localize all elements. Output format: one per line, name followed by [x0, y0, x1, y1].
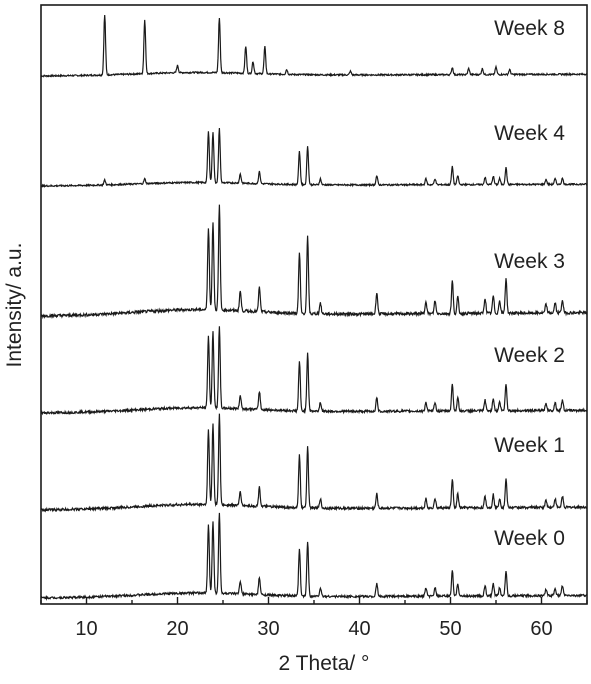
y-axis-title: Intensity/ a.u.: [3, 243, 26, 368]
series-label-week-4: Week 4: [494, 122, 565, 145]
x-tick-label: 10: [75, 618, 97, 640]
x-tick-label: 30: [257, 618, 279, 640]
x-tick-label: 40: [348, 618, 370, 640]
series-line-week-0: [40, 512, 588, 602]
series-label-week-8: Week 8: [494, 17, 565, 40]
series-line-week-4: [40, 127, 588, 188]
x-tick-label: 20: [166, 618, 188, 640]
series-label-week-1: Week 1: [494, 434, 565, 457]
series-label-week-2: Week 2: [494, 344, 565, 367]
series-label-week-3: Week 3: [494, 250, 565, 273]
x-axis-title: 2 Theta/ °: [279, 652, 370, 675]
x-tick-label: 50: [439, 618, 461, 640]
series-layer: [40, 14, 588, 602]
x-tick-label: 60: [530, 618, 552, 640]
series-line-week-1: [40, 413, 588, 513]
series-line-week-2: [40, 326, 588, 416]
series-line-week-8: [40, 14, 588, 78]
series-label-week-0: Week 0: [494, 527, 565, 550]
x-tick-layer: 10 20 30 40 50 60: [40, 597, 588, 640]
series-line-week-3: [40, 204, 588, 320]
series-label-layer: Week 8 Week 4 Week 3 Week 2 Week 1 Week 0: [494, 17, 565, 550]
